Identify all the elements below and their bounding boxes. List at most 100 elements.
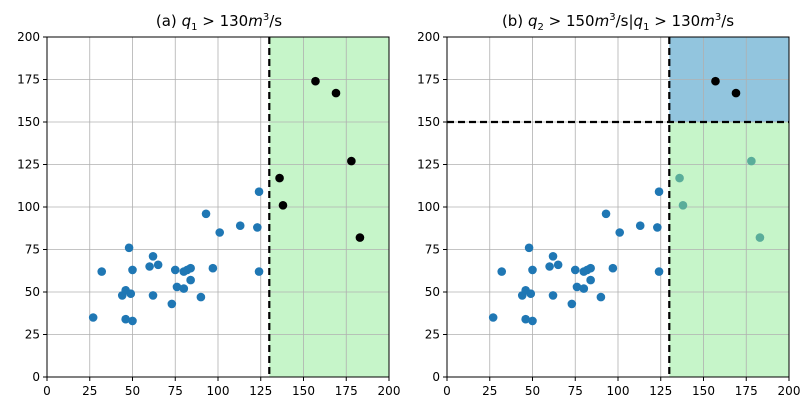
panel-a: (a) q1 > 130m3/s 0 25 50 75 100 125 150 175 200 0… [17, 12, 400, 398]
panel-a-point [167, 299, 177, 309]
panel-a-point [208, 263, 218, 273]
panel-a-y-tick-label: 175 [17, 73, 40, 87]
panel-b-y-tick-label: 175 [417, 73, 440, 87]
panel-b-y-tick-label: 125 [417, 158, 440, 172]
panel-a-y-tick-label: 25 [25, 328, 40, 342]
panel-b-y-tick-label: 75 [425, 243, 440, 257]
panel-a-point [148, 251, 158, 261]
panel-a-plot-area: 0 25 50 75 100 125 150 175 200 0 25 50 75 100 125 150 17… [17, 30, 400, 398]
panel-a-point [196, 292, 206, 302]
panel-b-y-tick-label: 200 [417, 30, 440, 44]
panel-b-x-tick-label: 175 [735, 384, 758, 398]
panel-b-point [567, 299, 577, 309]
panel-a-point [215, 228, 225, 237]
panel-b-x-tick-label: 75 [568, 384, 583, 398]
panel-a-point [311, 76, 320, 86]
panel-b-y-tick-label: 25 [425, 328, 440, 342]
panel-b-y-tick-label: 100 [417, 200, 440, 214]
panel-a-y-tick-label: 75 [25, 243, 40, 257]
panel-a-point [128, 265, 137, 275]
panel-a-point [201, 209, 211, 219]
panel-b-point [678, 201, 688, 210]
panel-b-x-tick-label: 25 [482, 384, 497, 398]
panel-b-point [524, 243, 534, 253]
panel-b-point [654, 187, 664, 196]
panel-a-point [331, 88, 341, 98]
panel-b-point [596, 292, 606, 302]
panel-b-point [755, 233, 765, 242]
panel-b: (b) q2 > 150m3/s|q1 > 130m3/s 0 25 50 75 100… [417, 12, 800, 398]
panel-b-point [528, 265, 537, 275]
panel-a-x-tick-label: 0 [43, 384, 51, 398]
panel-a-point [145, 262, 154, 271]
panel-a-y-tick-label: 50 [25, 285, 40, 299]
panel-a-y-tick-label: 0 [32, 370, 40, 384]
panel-a-x-tick-label: 50 [125, 384, 140, 398]
panel-a-point [170, 265, 180, 275]
panel-a-point [254, 187, 264, 196]
panel-a-point [253, 223, 262, 232]
panel-a-point [355, 233, 365, 242]
panel-a-x-tick-label: 175 [335, 384, 358, 398]
panel-b-point [731, 88, 741, 98]
panel-b-point [497, 267, 507, 276]
panel-a-point [124, 243, 134, 253]
panel-b-x-tick-label: 0 [443, 384, 451, 398]
panel-b-point [572, 282, 582, 292]
panel-b-x-tick-label: 50 [525, 384, 540, 398]
panel-b-point [654, 267, 664, 276]
panel-b-x-tick-label: 150 [692, 384, 715, 398]
panel-a-x-tick-label: 100 [207, 384, 230, 398]
panel-b-y-tick-label: 50 [425, 285, 440, 299]
panel-b-point [526, 289, 536, 299]
panel-b-x-tick-label: 100 [607, 384, 630, 398]
panel-a-point [186, 275, 195, 285]
panel-b-point [545, 262, 554, 271]
panel-a-point [235, 221, 245, 230]
panel-a-point [275, 173, 284, 183]
panel-b-y-tick-label: 0 [432, 370, 440, 384]
panel-a-point [347, 156, 356, 166]
panel-a-point [186, 263, 195, 273]
panel-b-x-tick-label: 200 [778, 384, 801, 398]
panel-a-x-tick-label: 75 [168, 384, 183, 398]
panel-a-point [278, 201, 288, 210]
panel-a-point [126, 289, 136, 299]
panel-b-y-tick-label: 150 [417, 115, 440, 129]
panel-a-x-tick-label: 25 [82, 384, 97, 398]
panel-b-point [553, 260, 563, 270]
panel-b-point [488, 313, 498, 322]
panel-b-point [528, 316, 537, 326]
panel-b-title: (b) q2 > 150m3/s|q1 > 130m3/s [502, 12, 734, 33]
panel-a-point [179, 284, 189, 293]
panel-b-point [608, 263, 618, 273]
panel-b-plot-area: 0 25 50 75 100 125 150 175 200 0 25 50 75 100 125 150 17… [417, 30, 800, 398]
panel-a-point [254, 267, 264, 276]
panel-a-point [172, 282, 182, 292]
panel-b-point [586, 263, 595, 273]
panel-b-point [548, 251, 558, 261]
panel-b-point [548, 291, 558, 300]
panel-b-point [675, 173, 684, 183]
panel-a-point [148, 291, 158, 300]
panel-a-point [128, 316, 137, 326]
panel-b-point [586, 275, 595, 285]
panel-a-y-tick-label: 125 [17, 158, 40, 172]
panel-a-point [121, 314, 130, 324]
panel-a-y-tick-label: 100 [17, 200, 40, 214]
panel-b-point [711, 76, 720, 86]
panel-b-point [615, 228, 625, 237]
panel-a-point [97, 267, 107, 276]
panel-b-point [521, 314, 530, 324]
panel-b-point [747, 156, 756, 166]
panel-b-point [570, 265, 580, 275]
panel-b-point [579, 284, 589, 293]
panel-b-point [601, 209, 611, 219]
panel-b-x-tick-label: 125 [649, 384, 672, 398]
panel-a-x-tick-label: 125 [249, 384, 272, 398]
panel-a-x-tick-label: 150 [292, 384, 315, 398]
panel-a-y-tick-label: 200 [17, 30, 40, 44]
panel-a-title: (a) q1 > 130m3/s [156, 12, 282, 33]
panel-a-x-tick-label: 200 [378, 384, 401, 398]
